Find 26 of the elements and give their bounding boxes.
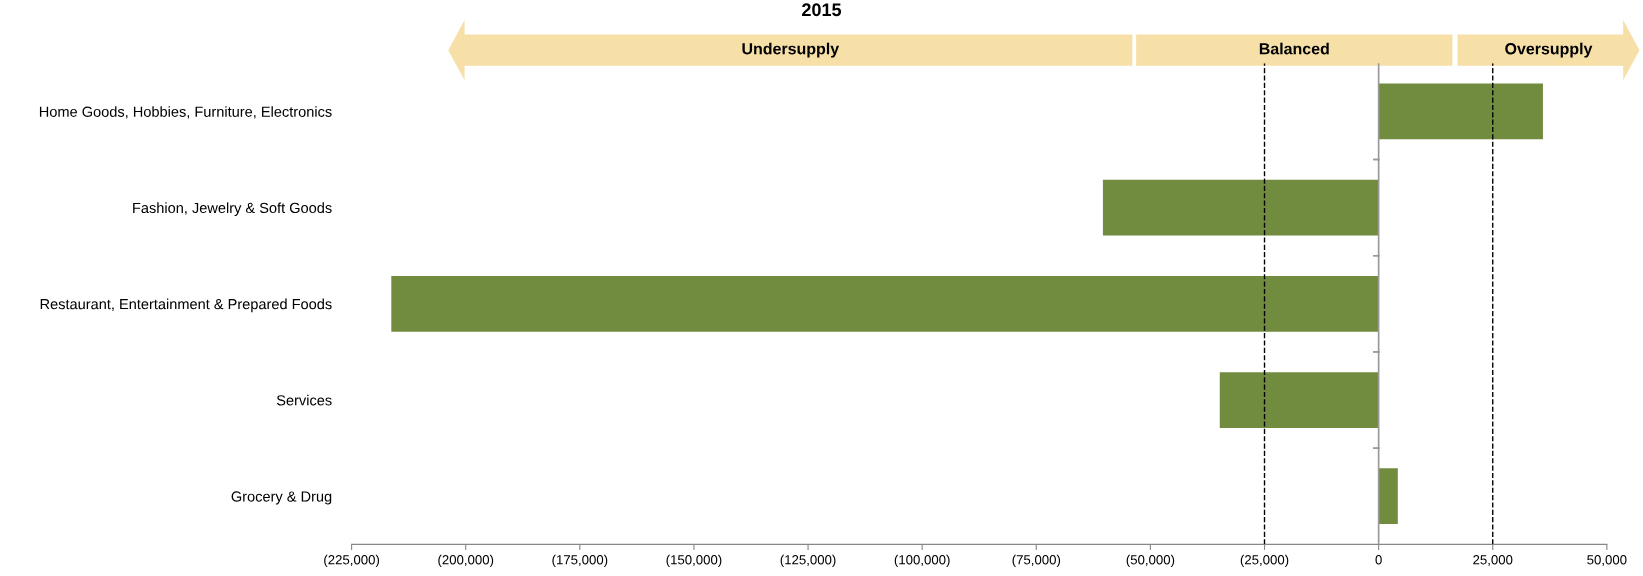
x-tick-label: 50,000 xyxy=(1587,555,1627,566)
y-tick-label: Restaurant, Entertainment & Prepared Foods xyxy=(40,298,332,313)
x-tick-label: 25,000 xyxy=(1473,555,1513,566)
x-tick-label: (200,000) xyxy=(438,554,494,568)
chart-title: 2015 xyxy=(802,3,842,17)
text: Undersupply xyxy=(742,42,840,58)
x-tick-label: (125,000) xyxy=(780,554,836,568)
y-tick-label: Fashion, Jewelry & Soft Goods xyxy=(133,202,332,216)
x-tick-label: (225,000) xyxy=(324,554,380,568)
x-tick-label: (50,000) xyxy=(1126,554,1175,568)
x-tick-label: (75,000) xyxy=(1012,554,1061,568)
x-tick-label: 0 xyxy=(1375,555,1382,565)
y-tick-label: Grocery & Drug xyxy=(231,491,332,505)
x-tick-label: (25,000) xyxy=(1240,554,1289,568)
x-tick-label: (175,000) xyxy=(552,554,608,568)
bar xyxy=(1219,372,1379,428)
y-tick-label: Home Goods, Hobbies, Furniture, Electronics xyxy=(39,106,332,119)
text: Balanced xyxy=(1259,42,1329,55)
x-tick-label: (100,000) xyxy=(894,554,950,568)
y-tick-label: Services xyxy=(276,394,332,406)
bar xyxy=(391,275,1379,332)
bar xyxy=(1102,179,1379,236)
bar xyxy=(1378,83,1543,140)
bar xyxy=(1378,468,1398,525)
text: Oversupply xyxy=(1505,42,1593,58)
x-tick-label: (150,000) xyxy=(666,554,722,568)
